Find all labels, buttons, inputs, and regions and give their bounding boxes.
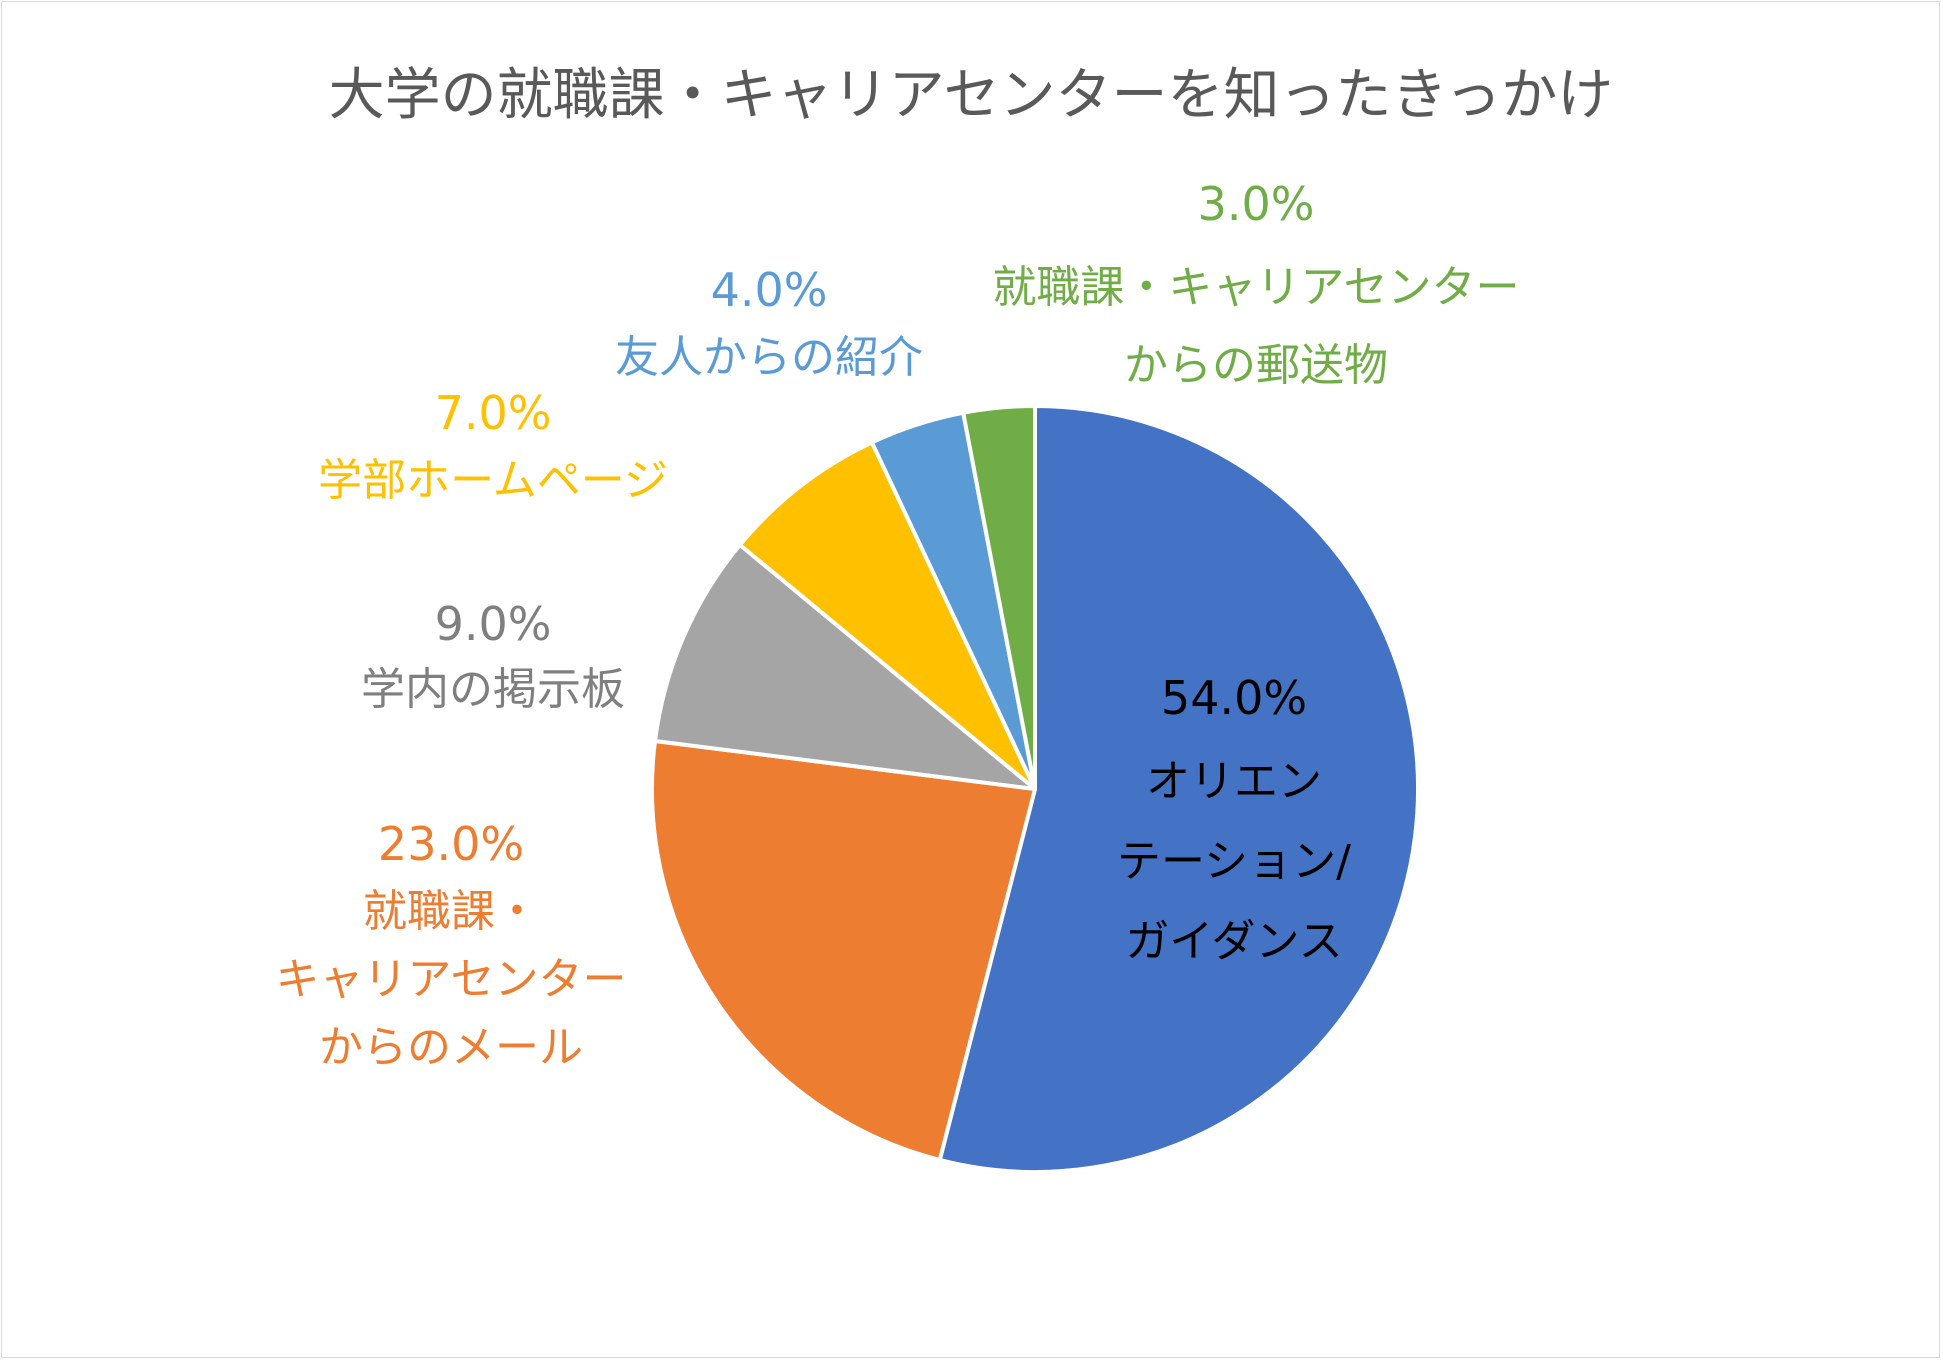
- slice-category-label-1-line-3: ガイダンス: [1125, 916, 1342, 967]
- slice-category-label-1-line-2: テーション/: [1117, 836, 1351, 887]
- slice-category-label-6-line-2: からの郵送物: [1124, 340, 1388, 391]
- slice-category-label-2-line-2: キャリアセンター: [275, 954, 626, 1005]
- slice-category-label-4-line-1: 学部ホームページ: [318, 455, 668, 506]
- slice-category-label-5-line-1: 友人からの紹介: [615, 332, 923, 383]
- slice-category-label-2-line-3: からのメール: [319, 1022, 583, 1073]
- pie-slice-1: [937, 404, 1420, 1174]
- slice-category-label-3-line-1: 学内の掲示板: [361, 664, 625, 715]
- chart-title: 大学の就職課・キャリアセンターを知ったきっかけ: [329, 63, 1614, 128]
- slice-category-label-1-line-1: オリエン: [1146, 756, 1322, 807]
- slice-value-label-4: 7.0%: [435, 386, 552, 440]
- slice-value-label-6: 3.0%: [1198, 177, 1315, 231]
- slice-category-label-2-line-1: 就職課・: [363, 886, 539, 937]
- slice-value-label-2: 23.0%: [378, 817, 524, 871]
- pie-slice-3: [653, 542, 1037, 791]
- pie-slice-2: [650, 738, 1037, 1162]
- slice-value-label-5: 4.0%: [711, 263, 828, 317]
- data-labels: 54.0%オリエンテーション/ガイダンス23.0%就職課・キャリアセンターからの…: [275, 177, 1519, 1073]
- pie-slice-4: [737, 440, 1037, 791]
- pie-slices: [650, 404, 1420, 1174]
- slice-value-label-3: 9.0%: [435, 597, 552, 651]
- slice-category-label-6-line-1: 就職課・キャリアセンター: [992, 262, 1519, 313]
- pie-slice-6: [961, 404, 1037, 791]
- slice-value-label-1: 54.0%: [1161, 671, 1307, 725]
